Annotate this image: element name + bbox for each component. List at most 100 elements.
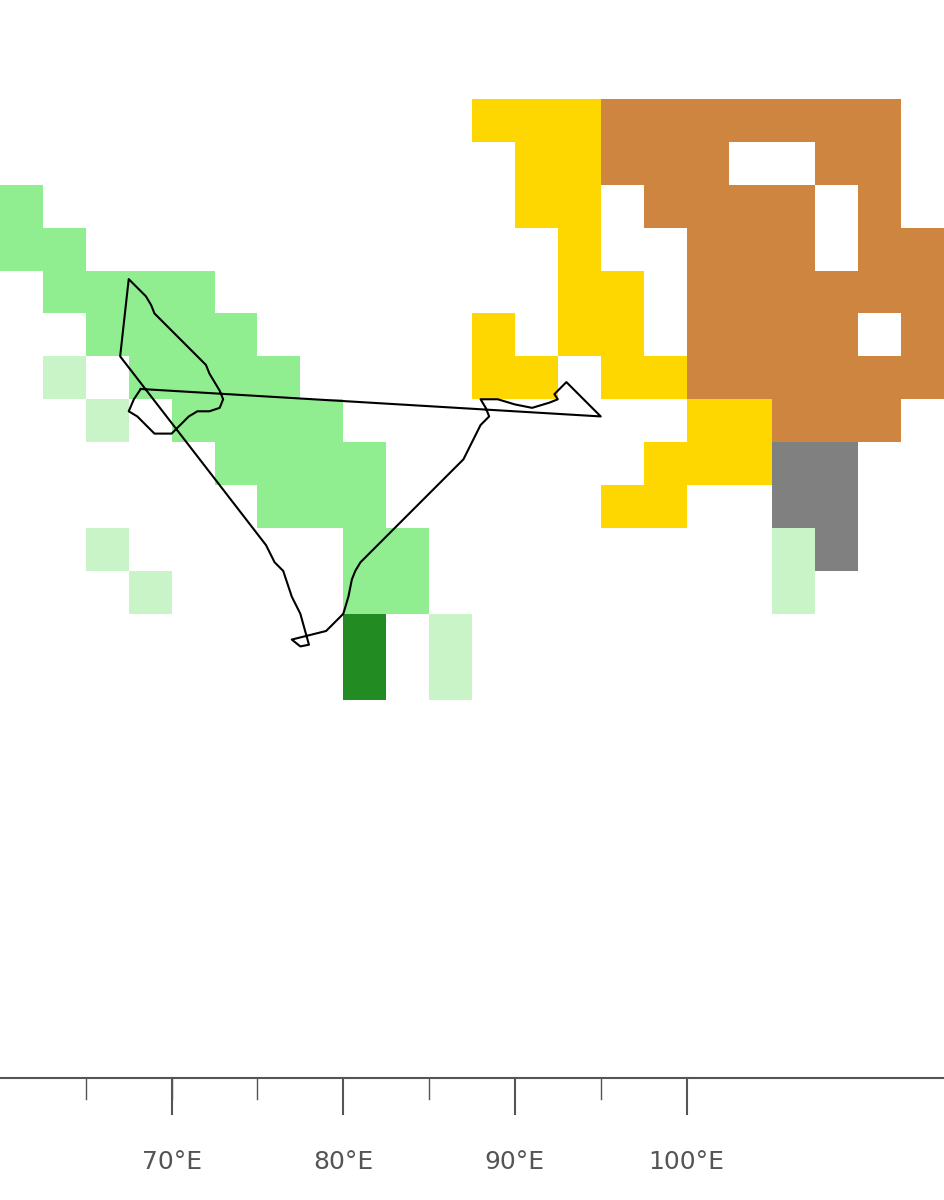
Bar — [730, 400, 772, 442]
Bar — [514, 185, 558, 228]
Bar — [772, 185, 816, 228]
Bar — [686, 442, 730, 485]
Bar — [644, 356, 686, 400]
Bar — [858, 270, 902, 313]
Text: 80°E: 80°E — [313, 1150, 374, 1174]
Bar — [816, 270, 858, 313]
Bar — [300, 485, 344, 528]
Bar — [686, 356, 730, 400]
Bar — [816, 442, 858, 485]
Bar — [558, 185, 600, 228]
Bar — [686, 228, 730, 270]
Bar — [42, 356, 86, 400]
Bar — [730, 270, 772, 313]
Bar — [858, 142, 902, 185]
Bar — [902, 313, 944, 356]
Bar — [686, 400, 730, 442]
Bar — [300, 442, 344, 485]
Text: 70°E: 70°E — [142, 1150, 202, 1174]
Bar — [730, 185, 772, 228]
Bar — [600, 313, 644, 356]
Bar — [686, 270, 730, 313]
Bar — [344, 656, 386, 700]
Bar — [730, 356, 772, 400]
Bar — [730, 313, 772, 356]
Bar — [858, 98, 902, 142]
Bar — [386, 571, 430, 614]
Bar — [558, 228, 600, 270]
Bar — [730, 442, 772, 485]
Bar — [558, 98, 600, 142]
Bar — [816, 400, 858, 442]
Bar — [858, 356, 902, 400]
Bar — [816, 528, 858, 571]
Bar — [644, 185, 686, 228]
Bar — [644, 142, 686, 185]
Bar — [0, 185, 42, 228]
Bar — [858, 400, 902, 442]
Bar — [172, 270, 214, 313]
Bar — [430, 656, 472, 700]
Bar — [128, 571, 172, 614]
Bar — [42, 228, 86, 270]
Bar — [686, 98, 730, 142]
Bar — [214, 400, 258, 442]
Bar — [472, 356, 514, 400]
Bar — [772, 571, 816, 614]
Bar — [214, 313, 258, 356]
Bar — [644, 485, 686, 528]
Bar — [344, 485, 386, 528]
Bar — [86, 528, 128, 571]
Bar — [472, 98, 514, 142]
Bar — [600, 485, 644, 528]
Bar — [128, 313, 172, 356]
Bar — [816, 313, 858, 356]
Bar — [730, 98, 772, 142]
Bar — [514, 98, 558, 142]
Bar — [472, 313, 514, 356]
Bar — [816, 98, 858, 142]
Bar — [816, 485, 858, 528]
Bar — [344, 442, 386, 485]
Bar — [86, 270, 128, 313]
Bar — [600, 142, 644, 185]
Bar — [344, 528, 386, 571]
Bar — [730, 228, 772, 270]
Bar — [644, 98, 686, 142]
Bar — [558, 270, 600, 313]
Bar — [42, 270, 86, 313]
Bar — [258, 442, 300, 485]
Bar — [214, 442, 258, 485]
Bar — [258, 485, 300, 528]
Bar — [600, 270, 644, 313]
Bar — [172, 313, 214, 356]
Bar — [772, 400, 816, 442]
Bar — [514, 142, 558, 185]
Bar — [344, 614, 386, 656]
Text: 90°E: 90°E — [485, 1150, 545, 1174]
Bar — [258, 356, 300, 400]
Bar — [772, 98, 816, 142]
Bar — [902, 270, 944, 313]
Bar — [858, 228, 902, 270]
Bar — [128, 270, 172, 313]
Bar — [644, 442, 686, 485]
Bar — [558, 142, 600, 185]
Bar — [600, 356, 644, 400]
Bar — [172, 356, 214, 400]
Bar — [772, 313, 816, 356]
Bar — [0, 228, 42, 270]
Bar — [772, 228, 816, 270]
Bar — [430, 614, 472, 656]
Bar — [300, 400, 344, 442]
Bar — [772, 485, 816, 528]
Bar — [214, 356, 258, 400]
Bar — [686, 185, 730, 228]
Bar — [600, 98, 644, 142]
Bar — [558, 313, 600, 356]
Bar — [686, 313, 730, 356]
Bar — [772, 270, 816, 313]
Text: 100°E: 100°E — [649, 1150, 725, 1174]
Bar — [172, 400, 214, 442]
Bar — [772, 528, 816, 571]
